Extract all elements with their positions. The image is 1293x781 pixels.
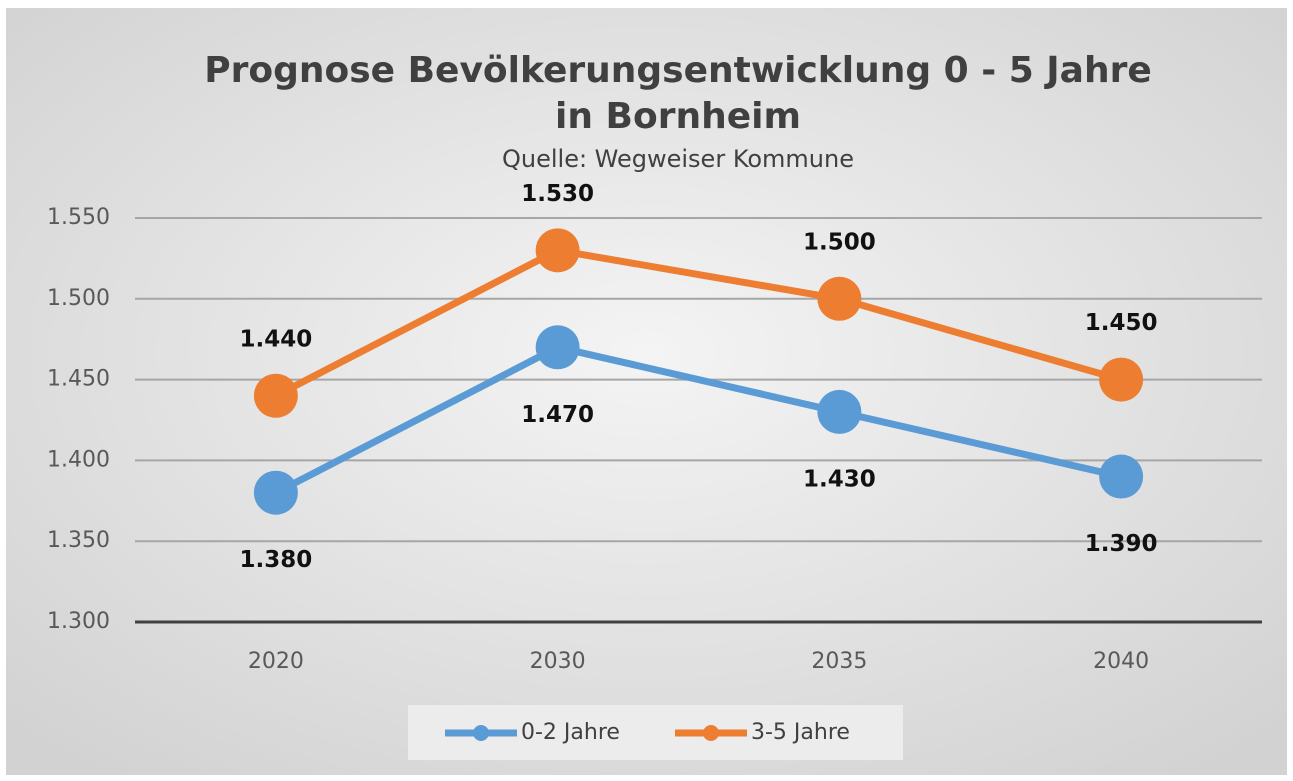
data-label: 1.440: [239, 326, 312, 352]
chart-subtitle: Quelle: Wegweiser Kommune: [502, 145, 854, 173]
y-tick-label: 1.400: [47, 447, 110, 472]
data-label: 1.530: [521, 181, 594, 207]
data-point: [1099, 357, 1144, 402]
data-point: [1099, 454, 1144, 499]
legend-marker: [473, 725, 489, 741]
data-point: [535, 325, 580, 370]
x-tick-label: 2020: [248, 649, 304, 674]
chart-title: Prognose Bevölkerungsentwicklung 0 - 5 J…: [204, 50, 1152, 91]
x-tick-label: 2040: [1093, 649, 1149, 674]
data-label: 1.380: [239, 547, 312, 573]
data-point: [535, 228, 580, 273]
data-label: 1.450: [1085, 310, 1158, 336]
y-tick-label: 1.550: [47, 205, 110, 230]
data-label: 1.470: [521, 402, 594, 428]
y-tick-label: 1.450: [47, 367, 110, 392]
series-line: [274, 343, 1122, 496]
data-label: 1.500: [803, 229, 876, 255]
legend-label: 3-5 Jahre: [751, 720, 850, 745]
y-tick-label: 1.300: [47, 609, 110, 634]
data-label: 1.430: [803, 466, 876, 492]
data-point: [817, 276, 862, 321]
legend-label: 0-2 Jahre: [521, 720, 620, 745]
data-label: 1.390: [1085, 531, 1158, 557]
data-point: [253, 373, 298, 418]
data-point: [817, 389, 862, 434]
y-tick-label: 1.350: [47, 528, 110, 553]
series-line: [274, 246, 1123, 399]
chart-title: in Bornheim: [555, 96, 801, 137]
x-tick-label: 2030: [530, 649, 586, 674]
chart-background: [6, 8, 1287, 775]
y-tick-label: 1.500: [47, 286, 110, 311]
legend-marker: [703, 725, 719, 741]
data-point: [253, 470, 298, 515]
x-tick-label: 2035: [811, 649, 867, 674]
